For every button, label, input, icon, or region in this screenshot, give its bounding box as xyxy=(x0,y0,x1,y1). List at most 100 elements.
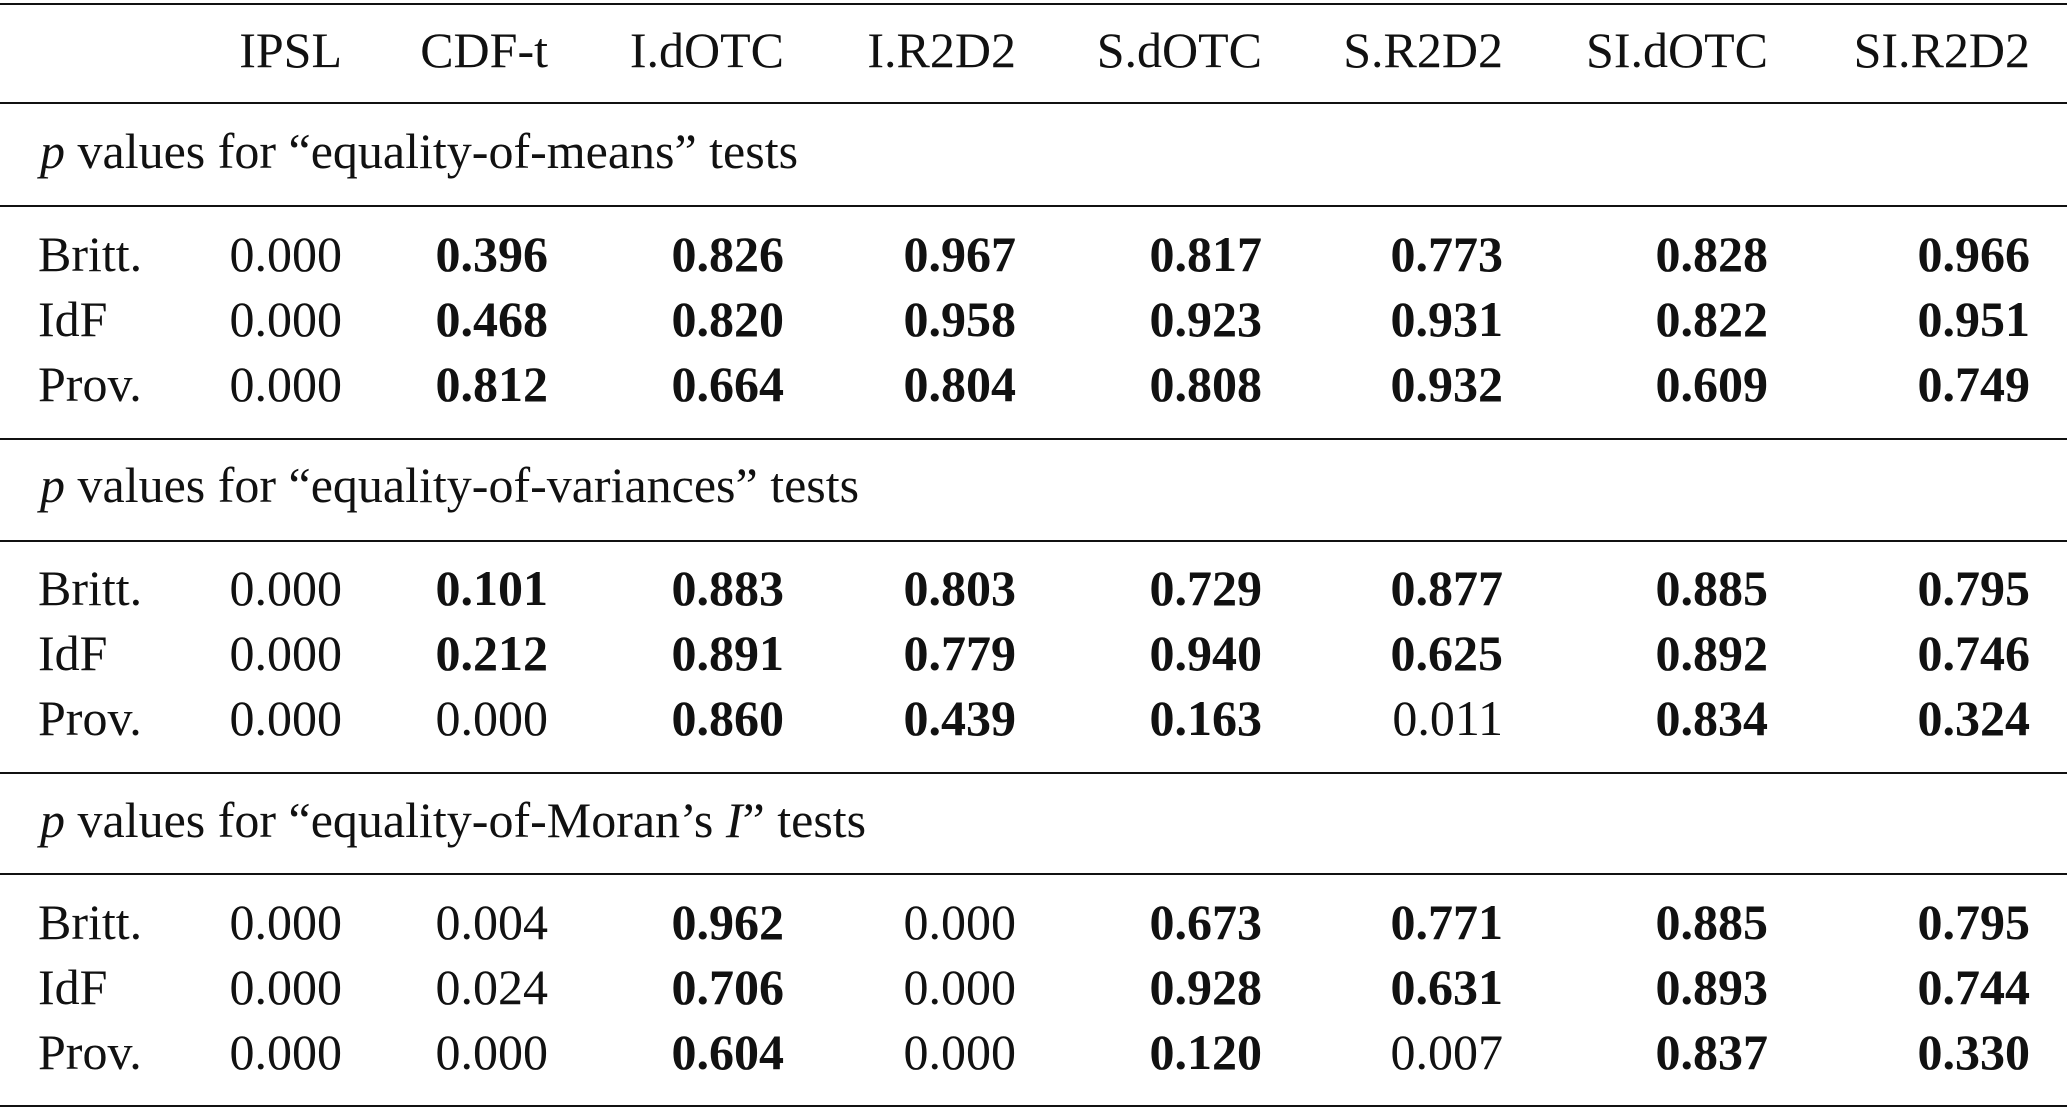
table-cell: 0.940 xyxy=(1149,625,1263,681)
table-cell: 0.837 xyxy=(1655,1024,1769,1080)
table-cell: 0.771 xyxy=(1390,894,1504,950)
table-cell: 0.609 xyxy=(1655,356,1769,412)
table-cell: 0.885 xyxy=(1655,894,1769,950)
section-title-text: values for “equality-of-Moran’s xyxy=(65,792,726,848)
table-cell: 0.828 xyxy=(1655,226,1769,282)
table-rule xyxy=(0,205,2067,207)
table-cell: 0.803 xyxy=(903,560,1017,616)
table-cell: 0.163 xyxy=(1149,690,1263,746)
table-cell: 0.808 xyxy=(1149,356,1263,412)
table-cell: 0.000 xyxy=(435,1024,549,1080)
table-cell: 0.007 xyxy=(1390,1024,1504,1080)
table-cell: 0.820 xyxy=(671,291,785,347)
table-cell: 0.967 xyxy=(903,226,1017,282)
section-title-italic: p xyxy=(40,457,65,513)
table-cell: 0.000 xyxy=(229,625,343,681)
table-cell: 0.706 xyxy=(671,959,785,1015)
row-label: Prov. xyxy=(38,1024,142,1080)
table-cell: 0.324 xyxy=(1917,690,2031,746)
section-title-text: values for “equality-of-variances” tests xyxy=(65,457,860,513)
table-cell: 0.120 xyxy=(1149,1024,1263,1080)
table-cell: 0.000 xyxy=(903,1024,1017,1080)
table-rule xyxy=(0,438,2067,440)
table-cell: 0.928 xyxy=(1149,959,1263,1015)
column-header: S.R2D2 xyxy=(1343,22,1503,78)
table-cell: 0.779 xyxy=(903,625,1017,681)
table-cell: 0.966 xyxy=(1917,226,2031,282)
column-header: SI.dOTC xyxy=(1586,22,1768,78)
table-cell: 0.744 xyxy=(1917,959,2031,1015)
row-label: IdF xyxy=(38,959,108,1015)
table-cell: 0.604 xyxy=(671,1024,785,1080)
table-cell: 0.812 xyxy=(435,356,549,412)
row-label: Prov. xyxy=(38,356,142,412)
table-cell: 0.330 xyxy=(1917,1024,2031,1080)
table-cell: 0.000 xyxy=(229,1024,343,1080)
table-cell: 0.958 xyxy=(903,291,1017,347)
table-cell: 0.101 xyxy=(435,560,549,616)
column-header: I.R2D2 xyxy=(867,22,1016,78)
table-cell: 0.000 xyxy=(229,894,343,950)
table-cell: 0.804 xyxy=(903,356,1017,412)
section-title-italic: p xyxy=(40,123,65,179)
row-label: Britt. xyxy=(38,894,143,950)
table-cell: 0.860 xyxy=(671,690,785,746)
table-cell: 0.822 xyxy=(1655,291,1769,347)
table-cell: 0.885 xyxy=(1655,560,1769,616)
table-rule xyxy=(0,873,2067,875)
table-cell: 0.877 xyxy=(1390,560,1504,616)
table-cell: 0.000 xyxy=(229,356,343,412)
table-cell: 0.826 xyxy=(671,226,785,282)
table-cell: 0.923 xyxy=(1149,291,1263,347)
table-cell: 0.011 xyxy=(1392,690,1503,746)
column-header: SI.R2D2 xyxy=(1853,22,2030,78)
table-cell: 0.468 xyxy=(435,291,549,347)
section-title-italic: I xyxy=(725,792,743,848)
row-label: IdF xyxy=(38,625,108,681)
table-cell: 0.817 xyxy=(1149,226,1263,282)
table-cell: 0.883 xyxy=(671,560,785,616)
table-cell: 0.004 xyxy=(435,894,549,950)
column-header: S.dOTC xyxy=(1096,22,1262,78)
section-title-text: values for “equality-of-means” tests xyxy=(65,123,799,179)
table-rule xyxy=(0,3,2067,5)
table-cell: 0.000 xyxy=(229,690,343,746)
table-cell: 0.834 xyxy=(1655,690,1769,746)
table-cell: 0.891 xyxy=(671,625,785,681)
table-cell: 0.439 xyxy=(903,690,1017,746)
table-cell: 0.673 xyxy=(1149,894,1263,950)
row-label: IdF xyxy=(38,291,108,347)
row-label: Britt. xyxy=(38,560,143,616)
table-rule xyxy=(0,540,2067,542)
table-cell: 0.000 xyxy=(435,690,549,746)
table-cell: 0.932 xyxy=(1390,356,1504,412)
column-header: IPSL xyxy=(239,22,342,78)
table-cell: 0.631 xyxy=(1390,959,1504,1015)
table-rule xyxy=(0,102,2067,104)
table-cell: 0.795 xyxy=(1917,894,2031,950)
section-title: p values for “equality-of-variances” tes… xyxy=(40,460,859,510)
table-cell: 0.749 xyxy=(1917,356,2031,412)
table-cell: 0.212 xyxy=(435,625,549,681)
section-title-italic: p xyxy=(40,792,65,848)
row-label: Prov. xyxy=(38,690,142,746)
table-rule xyxy=(0,1105,2067,1107)
table-cell: 0.000 xyxy=(229,291,343,347)
table-cell: 0.000 xyxy=(229,560,343,616)
table-cell: 0.024 xyxy=(435,959,549,1015)
section-title-tail: ” tests xyxy=(742,792,867,848)
table-cell: 0.000 xyxy=(229,959,343,1015)
table-cell: 0.746 xyxy=(1917,625,2031,681)
table-cell: 0.931 xyxy=(1390,291,1504,347)
table-cell: 0.625 xyxy=(1390,625,1504,681)
table-cell: 0.000 xyxy=(229,226,343,282)
column-header: CDF-t xyxy=(420,22,548,78)
table-cell: 0.892 xyxy=(1655,625,1769,681)
table-cell: 0.396 xyxy=(435,226,549,282)
row-label: Britt. xyxy=(38,226,143,282)
table-cell: 0.951 xyxy=(1917,291,2031,347)
table-cell: 0.795 xyxy=(1917,560,2031,616)
section-title: p values for “equality-of-means” tests xyxy=(40,126,798,176)
table-cell: 0.773 xyxy=(1390,226,1504,282)
